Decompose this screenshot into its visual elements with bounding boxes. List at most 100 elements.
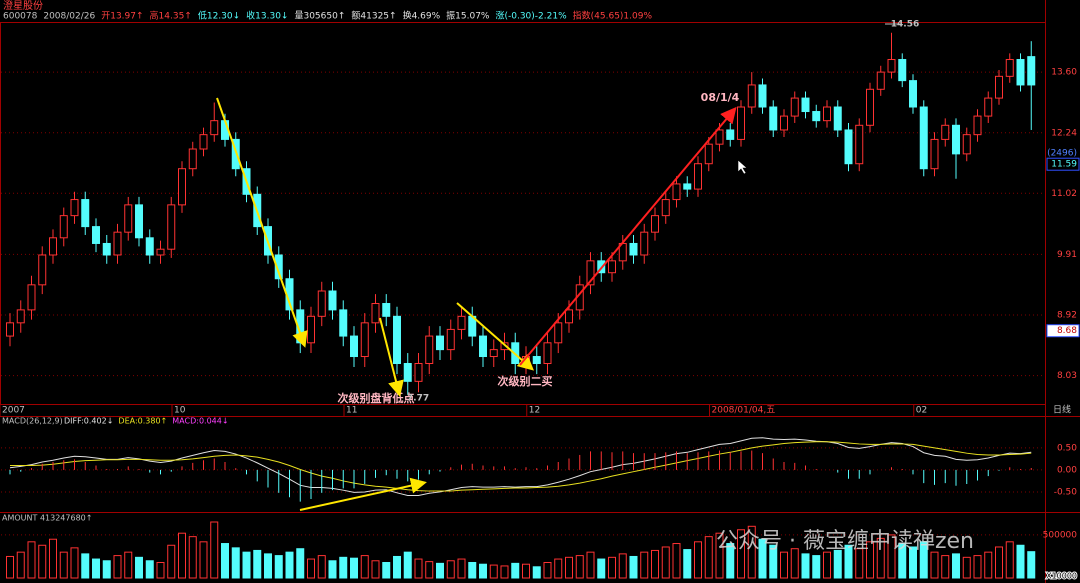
candle-body [500, 342, 509, 351]
volume-bar [876, 537, 885, 579]
volume-bar [1027, 551, 1036, 579]
candle-body [382, 303, 391, 317]
volume-bar [70, 547, 79, 579]
volume-bar [145, 560, 154, 579]
header-item: 收13.30↓ [246, 10, 288, 22]
volume-bar [436, 562, 444, 579]
volume-bar [350, 557, 358, 579]
candle-body [866, 88, 874, 126]
volume-bar [769, 544, 778, 579]
panel-title: MACD(26,12,9) [2, 417, 63, 426]
header-item: 换4.69% [403, 10, 441, 22]
candle-body [672, 183, 681, 201]
header-item: 2008/02/26 [43, 12, 95, 22]
candle-body [210, 120, 219, 136]
annotation: 14.56 [891, 20, 919, 30]
candle-body [188, 148, 197, 170]
arrow [216, 97, 308, 348]
volume-bar [210, 521, 219, 579]
volume-bar [92, 558, 100, 579]
price-marker-box [1046, 157, 1080, 171]
volume-bar [188, 536, 197, 579]
volume-bar [887, 534, 896, 579]
candle-body [59, 215, 68, 239]
volume-bar [102, 560, 111, 579]
candle-body [812, 111, 821, 122]
annotation: 7.77 [407, 394, 429, 404]
volume-bar [124, 551, 133, 579]
candle-body [608, 260, 616, 274]
legend-item: DIFF:0.402↓ [64, 417, 113, 426]
y-tick-label: 500000 [1043, 530, 1078, 540]
volume-bar [661, 546, 670, 579]
volume-bar [1005, 541, 1014, 579]
plot: 8.03 8.92 9.91 11.02 12.24 13.60 8.68 11.59(249… [0, 20, 1080, 582]
header-item: 量305650↑ [294, 11, 345, 22]
volume-bar [844, 544, 853, 579]
volume-bar [726, 543, 735, 579]
candle-body [16, 309, 25, 324]
candle-body [715, 129, 724, 145]
candle-body [543, 342, 552, 365]
candle-body [941, 124, 950, 140]
volume-bar [231, 547, 240, 579]
volume-bar [909, 546, 917, 579]
candle-body [414, 363, 423, 382]
candle-body [317, 290, 326, 317]
volume-bar [522, 563, 530, 579]
volume-bar [253, 549, 262, 579]
volume-bar [285, 551, 294, 579]
candle-body [833, 106, 842, 131]
candle-body [479, 335, 487, 358]
volume-bar [952, 553, 960, 579]
candle-body [790, 97, 799, 117]
candle-body [887, 59, 896, 73]
volume-bar [586, 551, 595, 579]
price-marker-label: 8.68 [1057, 326, 1077, 336]
y-tick-label: 11.02 [1051, 189, 1077, 199]
volume-bar [715, 532, 724, 579]
volume-bar [737, 529, 745, 579]
volume-bar [307, 558, 315, 579]
volume-bar [403, 551, 412, 579]
candle-body [102, 242, 111, 256]
mouse-cursor [737, 159, 748, 175]
volume-bar [446, 560, 455, 579]
volume-bar [221, 543, 229, 579]
volume-bar [608, 556, 616, 579]
candle-body [38, 254, 47, 286]
candle-body [92, 226, 100, 244]
drawn-arrows [216, 97, 737, 511]
candle-body [930, 138, 939, 170]
header-info: 600078 2008/02/26 开13.97↑ 高14.35↑ 低12.30↓ 收13… [3, 10, 652, 22]
volume-bar [995, 546, 1003, 579]
x-tick-label: 10 [174, 406, 186, 416]
volume-bar [758, 538, 767, 579]
volume-bar [371, 560, 380, 579]
candle-body [446, 328, 455, 351]
volume-bar [274, 555, 283, 579]
candle-body [629, 242, 638, 256]
candle-body [554, 322, 563, 344]
y-tick-label: 0.50 [1057, 443, 1077, 453]
volume-bar [27, 541, 36, 579]
candle-body [694, 163, 702, 190]
candle-body [156, 248, 165, 256]
unit-label: X10000 [1046, 572, 1077, 581]
candle-body [1005, 59, 1014, 77]
candle-body [135, 204, 143, 239]
header-item: 额41325↑ [351, 10, 396, 22]
period-label: 日线 [1053, 404, 1071, 416]
y-tick-label: 12.24 [1051, 128, 1077, 138]
legend-item: MACD:0.044↓ [172, 417, 228, 426]
volume-bar [532, 566, 541, 579]
candle-body [274, 254, 283, 280]
candle-body [145, 237, 154, 256]
x-tick-label: 2008/01/04,五 [712, 406, 776, 416]
candle-body [532, 356, 541, 365]
price-marker-label: 11.59 [1051, 160, 1077, 170]
volume-bar [393, 555, 401, 579]
volume-bar [317, 555, 326, 579]
volume-bar [6, 555, 14, 579]
